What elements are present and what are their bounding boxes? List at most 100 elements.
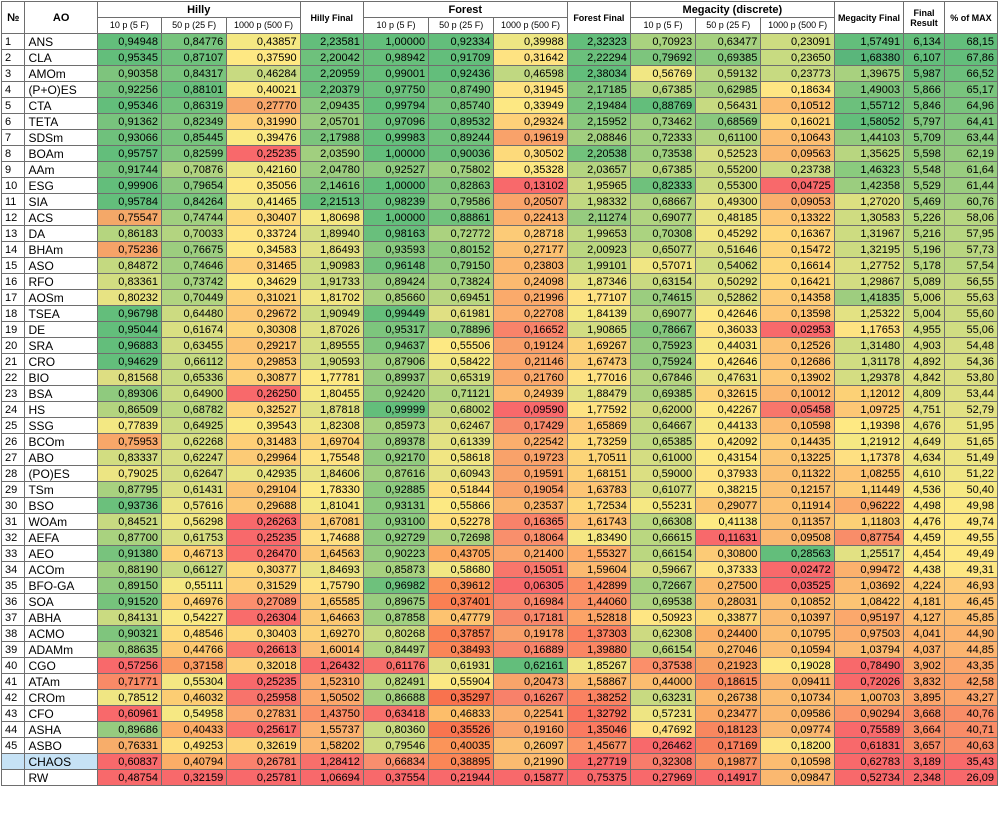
score-cell: 0,60961 (96, 705, 163, 722)
score-cell: 1,44060 (566, 593, 631, 610)
score-cell: 55,63 (943, 289, 999, 306)
score-cell: 49,49 (943, 545, 999, 562)
score-cell: 1,08422 (833, 593, 905, 610)
score-cell: 2,17185 (566, 81, 631, 98)
score-cell: 4,649 (903, 433, 945, 450)
score-cell: 0,27089 (226, 593, 301, 610)
score-cell: 0,74646 (161, 257, 228, 274)
score-cell: 0,04725 (760, 177, 835, 194)
score-cell: 58,06 (943, 209, 999, 226)
score-cell: 3,902 (903, 657, 945, 674)
score-cell: 0,98163 (362, 225, 430, 242)
score-cell: 0,10012 (760, 385, 835, 402)
header-hilly-final: Hilly Final (299, 1, 364, 34)
score-cell: 1,69267 (566, 337, 631, 354)
score-cell: 0,94629 (96, 353, 163, 370)
algorithm-name: RW (24, 769, 98, 786)
score-cell: 0,97503 (833, 625, 905, 642)
score-cell: 0,66112 (161, 353, 228, 370)
score-cell: 0,22542 (493, 433, 568, 450)
score-cell: 0,91380 (96, 545, 163, 562)
score-cell: 1,69270 (299, 625, 364, 642)
algorithm-name: AAm (24, 161, 98, 178)
score-cell: 0,29672 (226, 305, 301, 322)
score-cell: 0,33949 (493, 97, 568, 114)
score-cell: 49,98 (943, 497, 999, 514)
score-cell: 0,30403 (226, 625, 301, 642)
score-cell: 42,58 (943, 673, 999, 690)
table-row: 32 AEFA 0,87700 0,61753 0,25235 1,74688 0,9272… (0, 529, 999, 546)
row-number: 26 (0, 433, 26, 450)
score-cell: 2,08846 (566, 129, 631, 146)
algorithm-name: SDSm (24, 129, 98, 146)
score-cell: 0,75923 (629, 337, 697, 354)
score-cell: 1,42358 (833, 177, 905, 194)
row-number: 42 (0, 689, 26, 706)
algorithm-name: AEO (24, 545, 98, 562)
table-row: 13 DA 0,86183 0,70033 0,33724 1,89940 0,98163 0… (0, 225, 999, 242)
score-cell: 4,498 (903, 497, 945, 514)
score-cell: 0,17181 (493, 609, 568, 626)
algorithm-name: CLA (24, 49, 98, 66)
score-cell: 1,58052 (833, 113, 905, 130)
algorithm-name: AMOm (24, 65, 98, 82)
score-cell: 0,23537 (493, 497, 568, 514)
algorithm-name: ACMO (24, 625, 98, 642)
score-cell: 0,55300 (695, 177, 762, 194)
score-cell: 0,59000 (629, 465, 697, 482)
score-cell: 0,30502 (493, 145, 568, 162)
score-cell: 0,62247 (161, 449, 228, 466)
score-cell: 1,89555 (299, 337, 364, 354)
score-cell: 0,34583 (226, 241, 301, 258)
score-cell: 0,26263 (226, 513, 301, 530)
score-cell: 0,64480 (161, 305, 228, 322)
score-cell: 0,37333 (695, 561, 762, 578)
subheader-hilly-1000p: 1000 p (500 F) (226, 17, 301, 34)
score-cell: 61,44 (943, 177, 999, 194)
score-cell: 0,24939 (493, 385, 568, 402)
score-cell: 49,74 (943, 513, 999, 530)
score-cell: 0,85740 (428, 97, 495, 114)
table-row: 20 SRA 0,96883 0,63455 0,29217 1,89555 0,94637… (0, 337, 999, 354)
subheader-megacity-50p: 50 p (25 F) (695, 17, 762, 34)
score-cell: 2,15952 (566, 113, 631, 130)
score-cell: 1,87026 (299, 321, 364, 338)
row-number: 18 (0, 305, 26, 322)
algorithm-name: ASHA (24, 721, 98, 738)
score-cell: 0,88769 (629, 97, 697, 114)
row-number: 29 (0, 481, 26, 498)
score-cell: 0,18123 (695, 721, 762, 738)
score-cell: 26,09 (943, 769, 999, 786)
score-cell: 0,58680 (428, 561, 495, 578)
score-cell: 0,99472 (833, 561, 905, 578)
score-cell: 51,49 (943, 449, 999, 466)
score-cell: 1,77107 (566, 289, 631, 306)
score-cell: 0,70308 (629, 225, 697, 242)
score-cell: 57,95 (943, 225, 999, 242)
score-cell: 0,95345 (96, 49, 163, 66)
score-cell: 3,657 (903, 737, 945, 754)
score-cell: 0,32159 (161, 769, 228, 786)
table-row: 2 CLA 0,95345 0,87107 0,37590 2,20042 0,98942 0… (0, 49, 999, 66)
table-row: 43 CFO 0,60961 0,54958 0,27831 1,43750 0,63418… (0, 705, 999, 722)
score-cell: 0,55866 (428, 497, 495, 514)
table-row: 33 AEO 0,91380 0,46713 0,26470 1,64563 0,90223… (0, 545, 999, 562)
score-cell: 0,64900 (161, 385, 228, 402)
score-cell: 0,26470 (226, 545, 301, 562)
score-cell: 0,25235 (226, 145, 301, 162)
score-cell: 0,67385 (629, 81, 697, 98)
score-cell: 1,06694 (299, 769, 364, 786)
score-cell: 0,29688 (226, 497, 301, 514)
score-cell: 0,29217 (226, 337, 301, 354)
algorithm-name: BIO (24, 369, 98, 386)
score-cell: 2,05701 (299, 113, 364, 130)
header-ao: AO (24, 1, 98, 34)
score-cell: 0,56298 (161, 513, 228, 530)
subheader-hilly-10p: 10 p (5 F) (96, 17, 163, 34)
score-cell: 0,69077 (629, 305, 697, 322)
score-cell: 5,006 (903, 289, 945, 306)
score-cell: 0,82863 (428, 177, 495, 194)
score-cell: 0,26781 (226, 753, 301, 770)
row-number: 37 (0, 609, 26, 626)
score-cell: 0,89150 (96, 577, 163, 594)
